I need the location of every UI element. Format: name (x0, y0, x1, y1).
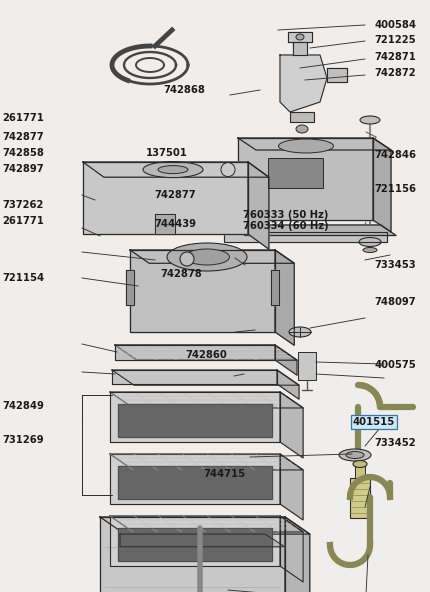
Ellipse shape (143, 162, 203, 178)
Polygon shape (83, 162, 248, 234)
Polygon shape (115, 345, 297, 360)
Polygon shape (118, 528, 272, 561)
Ellipse shape (296, 34, 304, 40)
Text: 731269: 731269 (2, 436, 44, 445)
Polygon shape (118, 466, 272, 499)
Text: 733453: 733453 (374, 260, 416, 270)
Polygon shape (112, 370, 299, 385)
Bar (350, 478, 370, 518)
Text: 760334 (60 Hz): 760334 (60 Hz) (243, 221, 329, 231)
Text: 261771: 261771 (2, 114, 44, 123)
Text: 137501: 137501 (146, 148, 188, 157)
Polygon shape (280, 55, 327, 112)
Polygon shape (130, 250, 294, 263)
Ellipse shape (289, 327, 311, 337)
Polygon shape (110, 454, 280, 504)
Polygon shape (248, 162, 269, 249)
Text: 742871: 742871 (374, 53, 416, 62)
Text: 742849: 742849 (2, 401, 44, 411)
Polygon shape (280, 392, 303, 458)
Polygon shape (155, 214, 175, 234)
Polygon shape (271, 270, 279, 305)
Ellipse shape (359, 237, 381, 246)
Polygon shape (275, 345, 297, 375)
Polygon shape (224, 232, 387, 242)
Text: 742878: 742878 (160, 269, 202, 278)
Polygon shape (126, 270, 134, 305)
Polygon shape (285, 517, 310, 592)
Text: 401515: 401515 (353, 417, 395, 426)
Polygon shape (110, 516, 303, 532)
Polygon shape (110, 454, 303, 470)
Bar (355, 466, 365, 478)
Circle shape (221, 163, 235, 176)
Text: 733452: 733452 (374, 438, 416, 448)
Polygon shape (238, 138, 391, 150)
Bar (268, 158, 323, 188)
Polygon shape (112, 370, 277, 384)
Polygon shape (110, 392, 280, 442)
Text: 744439: 744439 (154, 219, 196, 229)
Polygon shape (110, 516, 280, 566)
Text: 742897: 742897 (2, 165, 44, 174)
Text: 744715: 744715 (203, 469, 245, 478)
Text: 261771: 261771 (2, 217, 44, 226)
Text: 721156: 721156 (374, 185, 416, 194)
Polygon shape (238, 138, 373, 220)
Polygon shape (327, 68, 347, 82)
Text: 742868: 742868 (163, 85, 205, 95)
Polygon shape (230, 225, 396, 236)
Text: 400575: 400575 (374, 360, 416, 369)
Text: 748097: 748097 (374, 297, 416, 307)
Polygon shape (288, 32, 312, 42)
Polygon shape (120, 534, 285, 547)
Polygon shape (100, 517, 285, 592)
Polygon shape (115, 345, 275, 360)
Polygon shape (277, 370, 299, 399)
Text: 742860: 742860 (186, 350, 227, 360)
Ellipse shape (346, 452, 364, 458)
Text: 742877: 742877 (2, 133, 44, 142)
Ellipse shape (363, 247, 377, 253)
Polygon shape (83, 162, 269, 177)
Text: 737262: 737262 (2, 200, 43, 210)
Text: 742858: 742858 (2, 148, 44, 157)
Bar (298, 352, 316, 380)
Polygon shape (280, 516, 303, 582)
Text: 760333 (50 Hz): 760333 (50 Hz) (243, 211, 329, 220)
Polygon shape (118, 404, 272, 437)
Ellipse shape (339, 449, 371, 461)
Text: 721225: 721225 (374, 36, 416, 45)
Polygon shape (130, 250, 275, 332)
Polygon shape (280, 454, 303, 520)
Polygon shape (293, 42, 307, 55)
Ellipse shape (296, 125, 308, 133)
Text: 742877: 742877 (154, 191, 196, 200)
Polygon shape (110, 392, 303, 408)
Ellipse shape (184, 249, 230, 265)
Text: 742846: 742846 (374, 150, 416, 160)
Polygon shape (373, 138, 391, 232)
Ellipse shape (167, 243, 247, 271)
Ellipse shape (360, 116, 380, 124)
Text: 721154: 721154 (2, 274, 44, 283)
Bar (290, 112, 314, 122)
Text: 400584: 400584 (374, 20, 416, 30)
Ellipse shape (158, 166, 188, 173)
Circle shape (180, 252, 194, 266)
Text: 742872: 742872 (374, 68, 416, 78)
Polygon shape (100, 517, 310, 534)
Ellipse shape (353, 461, 367, 468)
Polygon shape (275, 250, 294, 345)
Ellipse shape (279, 139, 334, 153)
